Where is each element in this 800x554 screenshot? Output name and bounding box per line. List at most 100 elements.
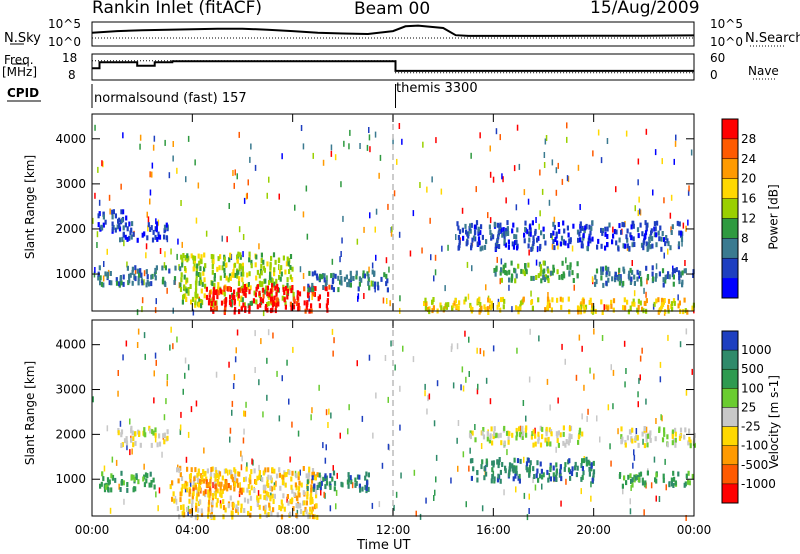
velocity-region-cell (619, 472, 622, 477)
power-scatter-cell (372, 280, 374, 287)
velocity-region-cell (249, 495, 253, 501)
velocity-region-cell (310, 478, 314, 484)
velocity-region-cell (286, 494, 289, 499)
power-region-cell (298, 291, 302, 297)
velocity-scatter-cell (434, 489, 436, 496)
power-scatter-cell (281, 153, 283, 160)
velocity-region-cell (649, 430, 652, 436)
power-region-cell (374, 281, 377, 287)
power-region-cell (530, 275, 533, 281)
velocity-scatter-cell (388, 444, 391, 451)
velocity-region-cell (202, 490, 205, 496)
velocity-region-cell (311, 499, 314, 505)
velocity-region-cell (194, 484, 197, 490)
power-region-cell (165, 235, 168, 241)
power-region-cell (238, 266, 241, 272)
velocity-region-cell (515, 435, 518, 441)
velocity-region-cell (290, 476, 293, 482)
power-region-cell (248, 289, 251, 295)
power-region-cell (602, 266, 605, 272)
power-region-cell (589, 297, 592, 303)
power-region-cell (580, 304, 583, 310)
power-scatter-cell (673, 158, 675, 165)
velocity-region-cell (581, 458, 584, 464)
power-scatter-cell (541, 188, 544, 195)
power-region-cell (224, 301, 227, 306)
velocity-region-cell (557, 430, 560, 436)
velocity-scatter-cell (272, 332, 274, 339)
power-region-cell (254, 292, 257, 298)
power-region-cell (622, 305, 625, 311)
velocity-scatter-cell (485, 377, 488, 384)
power-region-cell (633, 280, 636, 286)
power-region-cell (156, 221, 159, 227)
power-region-cell (629, 232, 632, 238)
power-colorbar-tick-label: 24 (741, 152, 756, 166)
power-scatter-cell (378, 172, 380, 179)
power-region-cell (498, 226, 501, 232)
velocity-scatter-cell (548, 472, 551, 479)
velocity-region-cell (256, 475, 259, 481)
velocity-region-cell (547, 477, 550, 483)
power-region-cell (581, 225, 584, 231)
velocity-scatter-cell (433, 420, 436, 427)
velocity-region-cell (318, 481, 322, 487)
power-region-cell (678, 270, 681, 276)
power-colorbar-tick-label: 4 (741, 251, 749, 265)
velocity-region-cell (173, 498, 176, 504)
power-region-cell (280, 265, 283, 271)
velocity-region-cell (262, 470, 265, 476)
power-region-cell (495, 265, 498, 271)
power-region-cell (605, 304, 608, 310)
power-region-cell (198, 280, 201, 286)
power-scatter-cell (374, 131, 377, 138)
power-scatter-cell (141, 306, 143, 313)
velocity-region-cell (271, 467, 274, 473)
velocity-region-cell (283, 472, 286, 478)
velocity-region-cell (315, 493, 318, 499)
velocity-region-cell (512, 476, 515, 482)
power-region-cell (547, 278, 550, 284)
velocity-scatter-cell (339, 432, 341, 439)
power-region-cell (622, 280, 625, 286)
velocity-scatter-cell (387, 396, 389, 403)
power-scatter-cell (615, 186, 617, 193)
power-region-cell (514, 268, 517, 274)
power-scatter-cell (684, 260, 686, 266)
power-region-cell (234, 306, 237, 312)
velocity-region-cell (536, 460, 539, 466)
power-region-cell (601, 310, 604, 315)
power-region-cell (258, 290, 261, 296)
velocity-region-cell (539, 442, 543, 448)
power-region-cell (504, 262, 507, 268)
velocity-scatter-cell (387, 443, 390, 450)
power-region-cell (151, 237, 155, 243)
velocity-region-cell (131, 430, 134, 436)
power-region-cell (559, 241, 562, 247)
velocity-scatter-cell (161, 451, 163, 458)
power-region-cell (289, 274, 292, 280)
velocity-region-cell (220, 481, 223, 487)
power-region-cell (310, 303, 313, 309)
velocity-scatter-cell (324, 492, 326, 499)
power-region-cell (600, 243, 603, 249)
power-region-cell (548, 299, 551, 305)
power-region-cell (291, 285, 294, 290)
velocity-scatter-cell (227, 469, 229, 476)
velocity-region-cell (264, 509, 267, 515)
power-region-cell (124, 234, 127, 240)
velocity-region-cell (625, 480, 628, 486)
power-scatter-cell (331, 258, 334, 265)
power-region-cell (645, 298, 648, 304)
power-region-cell (199, 276, 202, 282)
power-region-cell (576, 229, 580, 235)
velocity-region-cell (295, 512, 298, 518)
velocity-scatter-cell (118, 483, 120, 490)
power-region-cell (655, 273, 658, 278)
velocity-scatter-cell (258, 464, 260, 471)
velocity-scatter-cell (231, 400, 234, 407)
velocity-region-cell (307, 472, 310, 478)
velocity-region-cell (549, 476, 552, 482)
power-region-cell (548, 303, 551, 309)
velocity-region-cell (582, 470, 585, 476)
